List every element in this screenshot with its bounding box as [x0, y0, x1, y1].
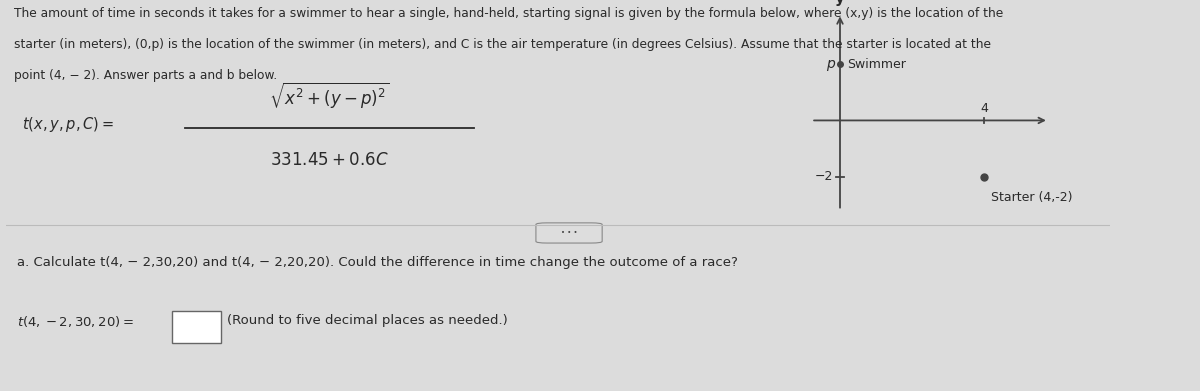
Text: (Round to five decimal places as needed.): (Round to five decimal places as needed.…	[227, 314, 508, 326]
Text: p: p	[826, 57, 835, 71]
Text: −2: −2	[815, 170, 833, 183]
FancyBboxPatch shape	[536, 223, 602, 243]
Text: a. Calculate t(4, − 2,30,20) and t(4, − 2,20,20). Could the difference in time c: a. Calculate t(4, − 2,30,20) and t(4, − …	[17, 256, 738, 269]
Text: Swimmer: Swimmer	[847, 57, 906, 71]
Text: Starter (4,-2): Starter (4,-2)	[991, 191, 1073, 204]
Text: 4: 4	[980, 102, 988, 115]
Text: $t(x,y,p,C) =$: $t(x,y,p,C) =$	[22, 115, 114, 134]
Text: $t(4, -2, 30, 20) =$: $t(4, -2, 30, 20) =$	[17, 314, 134, 329]
FancyBboxPatch shape	[172, 311, 221, 343]
Text: $\sqrt{x^{2}+(y-p)^{2}}$: $\sqrt{x^{2}+(y-p)^{2}}$	[270, 81, 390, 111]
Text: point (4, − 2). Answer parts a and b below.: point (4, − 2). Answer parts a and b bel…	[14, 69, 277, 82]
Text: • • •: • • •	[560, 230, 577, 236]
Text: $331.45+0.6C$: $331.45+0.6C$	[270, 151, 389, 169]
Text: The amount of time in seconds it takes for a swimmer to hear a single, hand-held: The amount of time in seconds it takes f…	[14, 7, 1003, 20]
Text: $\bf{y}$: $\bf{y}$	[834, 0, 846, 8]
Text: starter (in meters), (0,p) is the location of the swimmer (in meters), and C is : starter (in meters), (0,p) is the locati…	[14, 38, 991, 51]
